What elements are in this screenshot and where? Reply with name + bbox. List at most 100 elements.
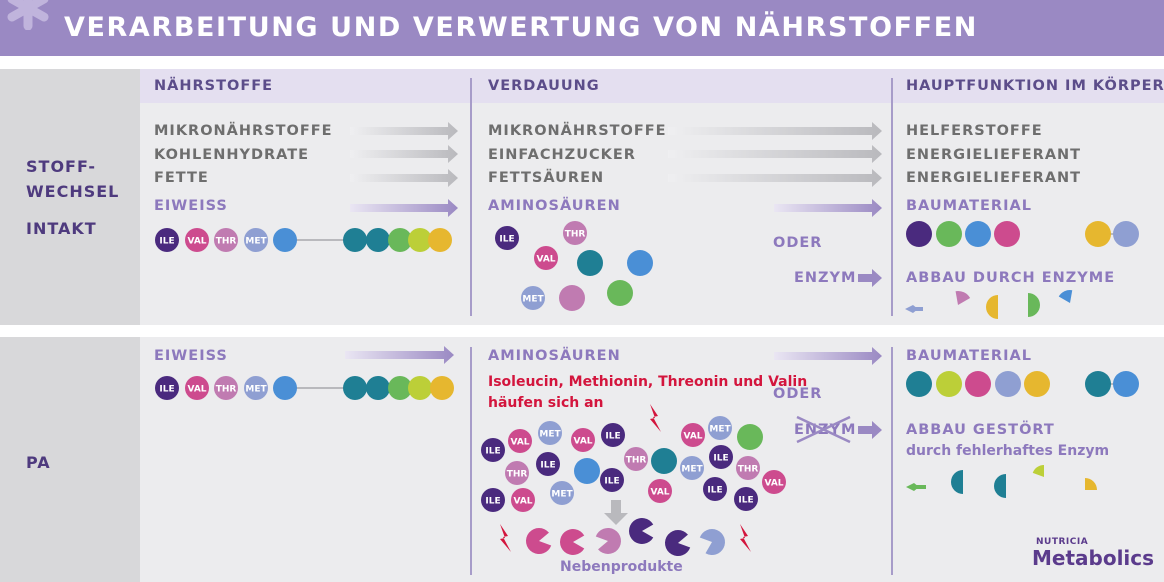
ile-label: ILE xyxy=(707,486,722,496)
met-label: MET xyxy=(522,295,544,305)
val-label: VAL xyxy=(513,497,532,507)
function-label-baumaterial: BAUMATERIAL xyxy=(906,198,1032,214)
fragment xyxy=(1028,293,1040,317)
baumaterial-molecule xyxy=(1024,371,1050,397)
baumaterial-molecule xyxy=(1085,371,1111,397)
arrow-purple xyxy=(345,346,454,364)
ile-label: ILE xyxy=(499,235,514,245)
column-header-naehrstoffe: NÄHRSTOFFE xyxy=(154,78,274,94)
ile-molecule xyxy=(536,452,560,476)
met-label: MET xyxy=(709,425,731,435)
title-banner: VERARBEITUNG UND VERWERTUNG VON NÄHRSTOF… xyxy=(0,0,1164,56)
arrow xyxy=(350,122,458,140)
abbau-gestoert-label: ABBAU GESTÖRT xyxy=(906,422,1055,438)
baumaterial-molecule xyxy=(965,371,991,397)
chain-molecule xyxy=(343,376,367,400)
val-label: VAL xyxy=(764,479,783,489)
blue-molecule xyxy=(273,228,297,252)
met-molecule xyxy=(244,228,268,252)
arrow-purple xyxy=(858,269,882,287)
oder-label: ODER xyxy=(773,235,823,251)
fragment xyxy=(955,290,971,305)
val-label: VAL xyxy=(683,432,702,442)
function-label: ENERGIELIEFERANT xyxy=(906,147,1082,163)
fragment xyxy=(986,295,998,319)
ile-molecule xyxy=(600,468,624,492)
met-label: MET xyxy=(539,430,561,440)
met-label: MET xyxy=(245,237,267,247)
ile-molecule xyxy=(703,477,727,501)
logo-nutricia: NUTRICIA xyxy=(1036,537,1089,547)
eiweiss-label: EIWEISS xyxy=(154,348,228,364)
row-intact-background xyxy=(0,69,1164,325)
ile-label: ILE xyxy=(604,477,619,487)
function-label: ENERGIELIEFERANT xyxy=(906,170,1082,186)
met-label: MET xyxy=(245,385,267,395)
val-molecule xyxy=(511,488,535,512)
fragment xyxy=(994,474,1006,498)
warning-bolt-icon xyxy=(650,404,661,432)
byproduct xyxy=(595,528,621,554)
chain-molecule xyxy=(408,376,432,400)
met-molecule xyxy=(521,286,545,310)
val-label: VAL xyxy=(536,255,555,265)
arrow-purple xyxy=(350,199,458,217)
fragment xyxy=(1032,465,1044,477)
teal-molecule xyxy=(651,448,677,474)
thr-molecule xyxy=(559,285,585,311)
chain-molecule xyxy=(388,228,412,252)
ile-molecule xyxy=(495,226,519,250)
thr-molecule xyxy=(563,221,587,245)
arrow xyxy=(668,145,882,163)
baumaterial-molecule xyxy=(936,221,962,247)
digestion-label: EINFACHZUCKER xyxy=(488,147,636,163)
ile-molecule xyxy=(155,228,179,252)
chain-molecule xyxy=(388,376,412,400)
arrow-purple xyxy=(858,421,882,439)
nutrient-label-eiweiss: EIWEISS xyxy=(154,198,228,214)
val-molecule xyxy=(185,228,209,252)
cross-mark xyxy=(796,415,851,444)
blue-molecule xyxy=(627,250,653,276)
ile-molecule xyxy=(709,445,733,469)
baumaterial-molecule xyxy=(906,371,932,397)
thr-label: THR xyxy=(507,470,528,480)
baumaterial-molecule xyxy=(1113,371,1139,397)
row-label-intakt: INTAKT xyxy=(26,219,97,238)
warning-bolt-icon xyxy=(740,524,751,552)
baumaterial-molecule xyxy=(995,371,1021,397)
nutrient-label: MIKRONÄHRSTOFFE xyxy=(154,123,333,139)
met-molecule xyxy=(550,481,574,505)
arrow xyxy=(350,169,458,187)
baumaterial-molecule xyxy=(994,221,1020,247)
asterisk-icon xyxy=(7,0,49,30)
nutrient-label: FETTE xyxy=(154,170,209,186)
baumaterial-molecule xyxy=(906,221,932,247)
byproduct xyxy=(699,528,726,555)
thr-molecule xyxy=(214,376,238,400)
met-label: MET xyxy=(551,490,573,500)
ile-molecule xyxy=(155,376,179,400)
abbau-label: ABBAU DURCH ENZYME xyxy=(906,270,1116,286)
blue-molecule xyxy=(574,458,600,484)
ile-molecule xyxy=(734,487,758,511)
aminosaeuren-label: AMINOSÄUREN xyxy=(488,348,621,364)
ile-label: ILE xyxy=(540,461,555,471)
ile-label: ILE xyxy=(159,385,174,395)
ile-label: ILE xyxy=(738,496,753,506)
down-arrow xyxy=(604,500,628,525)
row-pa-side xyxy=(0,337,140,582)
ile-molecule xyxy=(601,423,625,447)
met-label: MET xyxy=(681,465,703,475)
nutrient-label: KOHLENHYDRATE xyxy=(154,147,310,163)
ile-label: ILE xyxy=(485,447,500,457)
thr-label: THR xyxy=(565,230,586,240)
column-header-hauptfunktion: HAUPTFUNKTION IM KÖRPER xyxy=(906,78,1164,94)
fragment xyxy=(1058,290,1073,303)
row-label-pa: PA xyxy=(26,453,51,472)
ile-label: ILE xyxy=(713,454,728,464)
baumaterial-label: BAUMATERIAL xyxy=(906,348,1032,364)
digestion-label: FETTSÄUREN xyxy=(488,170,605,186)
fragment xyxy=(951,470,963,494)
